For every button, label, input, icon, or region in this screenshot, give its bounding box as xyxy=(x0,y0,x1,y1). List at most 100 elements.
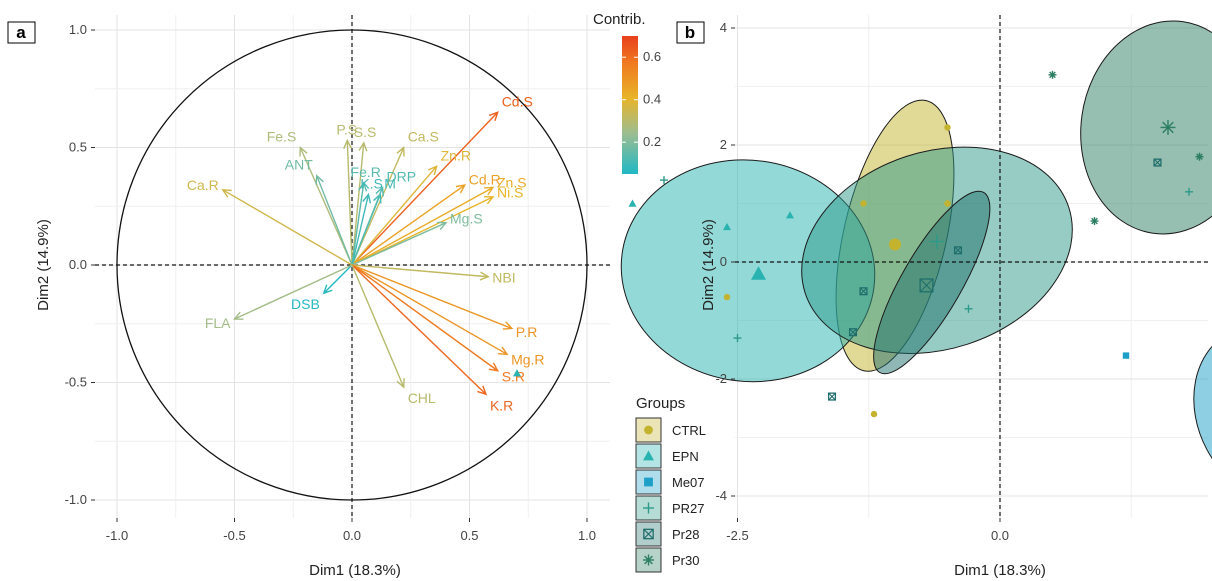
point-pr27 xyxy=(733,334,742,343)
vector-arrow-line xyxy=(351,165,438,266)
vector-arrow-head xyxy=(343,138,353,149)
vector-arrow-line xyxy=(351,264,499,372)
centroid-pr27 xyxy=(929,234,945,250)
vector-mg-s: Mg.S xyxy=(351,211,483,266)
vector-ca-s: Ca.S xyxy=(351,129,439,266)
contrib-colorbar-legend: Contrib. 0.6 0.4 0.2 xyxy=(593,11,661,174)
vector-mg-r: Mg.R xyxy=(351,264,545,367)
panel-a-x-tick-label: -0.5 xyxy=(223,528,245,543)
legend-label: EPN xyxy=(672,449,699,464)
vector-dsb: DSB xyxy=(291,264,353,312)
vector-arrow-line xyxy=(351,196,494,266)
vector-zn-r: Zn.R xyxy=(351,147,471,266)
vector-label: S.R xyxy=(502,369,525,385)
vector-arrow-head xyxy=(396,378,405,389)
groups-legend: Groups CTRL EPN Me07 PR27 Pr28 Pr30 xyxy=(635,395,706,573)
point-pr30 xyxy=(1048,70,1057,79)
vector-arrow-head xyxy=(489,111,499,122)
vector-nbi: NBI xyxy=(351,264,516,286)
vector-label: P.S xyxy=(336,121,357,137)
colorbar-tick-label: 0.2 xyxy=(643,134,661,149)
vector-arrow-head xyxy=(375,185,384,197)
legend-item-ctrl: CTRL xyxy=(635,417,706,443)
colorbar-tick-label: 0.6 xyxy=(643,49,661,64)
vector-arrow-line xyxy=(351,187,384,266)
point-pr28 xyxy=(848,328,858,337)
vector-arrow-line xyxy=(351,264,513,330)
legend-marker-pr28 xyxy=(643,528,654,540)
vector-arrow-head xyxy=(428,165,438,176)
centroid-pr28 xyxy=(919,278,934,293)
panel-b-y-tick-label: 2 xyxy=(720,137,727,152)
colorbar-tick-label: 0.4 xyxy=(643,92,661,107)
point-pr28 xyxy=(859,287,868,296)
vector-arrow-head xyxy=(233,311,244,320)
point-ctrl xyxy=(944,200,951,207)
vector-arrow-head xyxy=(358,141,368,152)
vector-arrow-line xyxy=(351,264,405,388)
point-epn xyxy=(628,199,637,207)
vector-arrow-line xyxy=(299,147,353,266)
vector-label: P.R xyxy=(516,324,538,340)
ellipse-me07 xyxy=(1193,324,1212,504)
panel-a-y-tick-label: -1.0 xyxy=(65,492,87,507)
vector-label: DSB xyxy=(291,296,320,312)
vector-arrow-head xyxy=(322,284,333,295)
panel-a-x-tick-label: 1.0 xyxy=(578,528,596,543)
vector-ant: ANT xyxy=(285,157,353,266)
vector-arrow-line xyxy=(351,264,487,395)
legend-item-me07: Me07 xyxy=(635,469,705,495)
panel-a-x-axis-title: Dim1 (18.3%) xyxy=(309,562,401,579)
legend-label: PR27 xyxy=(672,501,705,516)
point-pr27 xyxy=(964,304,973,313)
point-ctrl xyxy=(870,410,878,418)
vector-arrow-head xyxy=(221,188,232,198)
vector-arrow-head xyxy=(498,346,509,356)
panel-a-tag: a xyxy=(16,23,26,42)
vector-label: NBI xyxy=(492,270,515,286)
contrib-colorbar-gradient xyxy=(622,36,638,174)
legend-item-pr27: PR27 xyxy=(635,495,705,521)
vector-arrow-head xyxy=(455,184,467,194)
vector-label: Zn.R xyxy=(441,147,471,163)
vector-label: Mg.R xyxy=(511,351,544,367)
contrib-legend-title: Contrib. xyxy=(593,11,646,28)
vector-cd-r: Cd.R xyxy=(351,171,501,266)
centroid-pr30 xyxy=(1160,119,1176,135)
point-pr27 xyxy=(660,176,668,185)
vector-chl: CHL xyxy=(351,264,436,406)
vector-arrow-line xyxy=(351,182,365,266)
vector-label: Cd.S xyxy=(502,93,533,109)
vector-label: CHL xyxy=(408,390,436,406)
vector-arrow-line xyxy=(351,186,494,266)
panel-a-tag-box xyxy=(7,21,36,44)
vector-arrow-head xyxy=(483,186,495,196)
point-epn xyxy=(786,211,794,219)
vector-ca-r: Ca.R xyxy=(187,177,353,266)
vector-p-s: P.S xyxy=(336,121,357,266)
panel-b-x-axis-title: Dim1 (18.3%) xyxy=(954,562,1046,579)
vector-arrow-line xyxy=(351,264,489,278)
vector-arrow-line xyxy=(351,142,365,266)
legend-label: Pr30 xyxy=(672,553,699,568)
point-pr28 xyxy=(953,246,963,255)
ellipse-pr28 xyxy=(873,190,991,375)
point-pr28 xyxy=(827,392,837,401)
point-pr27 xyxy=(1185,187,1193,196)
vector-label: K.S xyxy=(360,176,383,192)
centroid-epn xyxy=(751,266,766,280)
legend-marker-pr30 xyxy=(643,554,654,566)
point-pr30 xyxy=(1195,152,1204,161)
vector-k-r: K.R xyxy=(351,264,513,413)
panel-b-x-tick-label: 0.0 xyxy=(991,528,1009,543)
vector-label: S.S xyxy=(354,124,377,140)
vector-label: Fe.R xyxy=(351,164,381,180)
point-ctrl xyxy=(860,200,867,207)
vector-ni-s: Ni.S xyxy=(351,184,523,266)
vector-arrow-line xyxy=(234,264,353,320)
panel-a-y-tick-label: 1.0 xyxy=(69,22,87,37)
vector-label: Ca.R xyxy=(187,177,219,193)
vector-drp: DRP xyxy=(351,168,417,266)
vector-label: DRP xyxy=(387,168,417,184)
